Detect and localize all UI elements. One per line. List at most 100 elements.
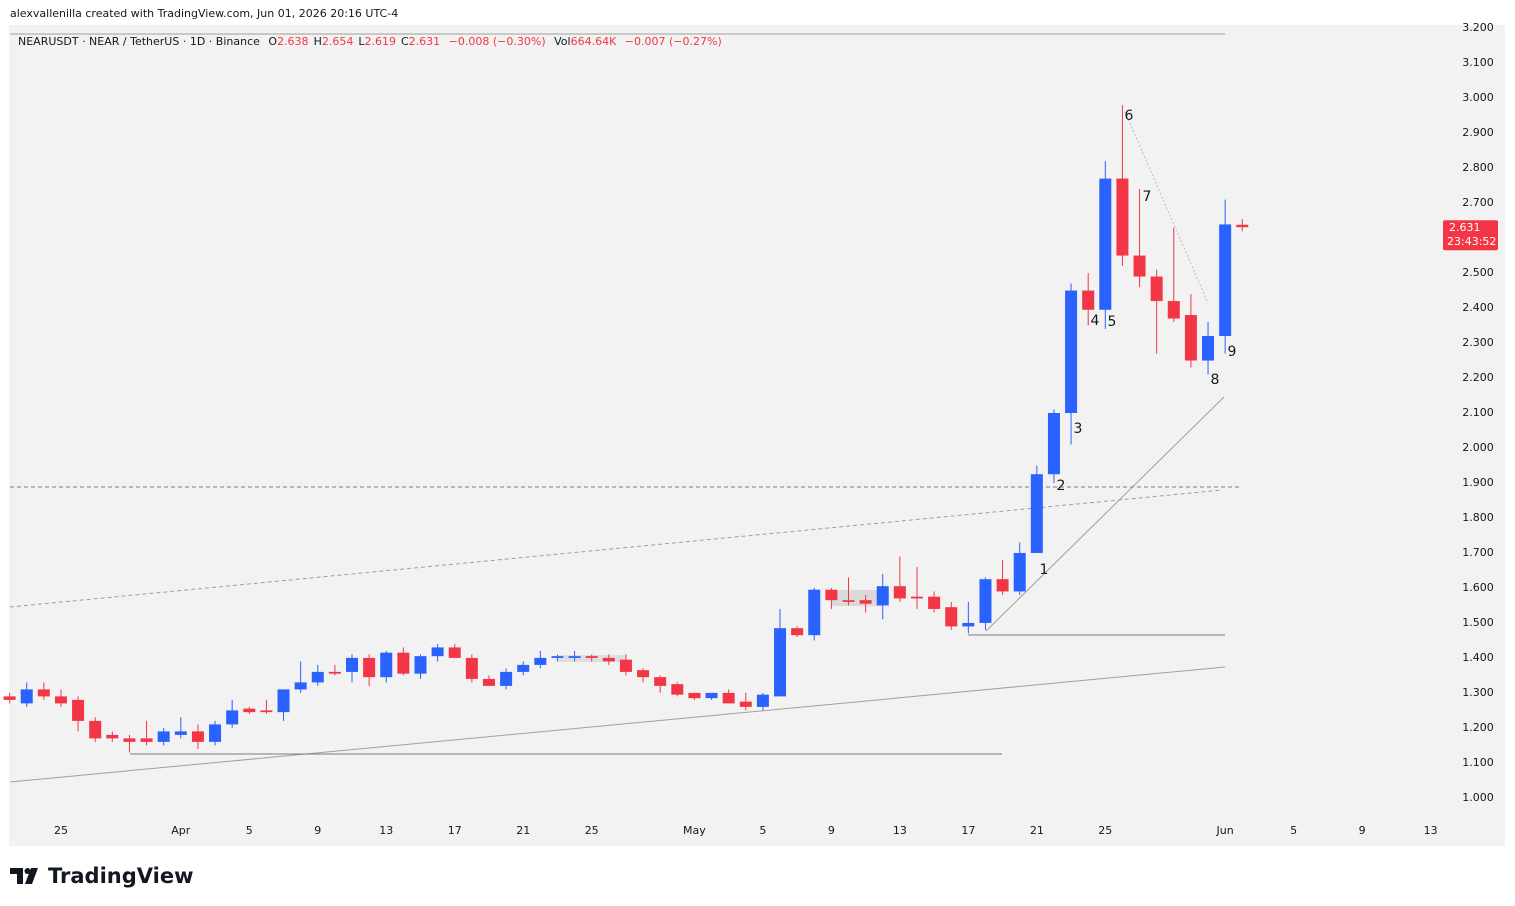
candle-body bbox=[397, 652, 410, 674]
y-tick-label: 3.000 bbox=[1462, 91, 1494, 104]
candle-body bbox=[654, 677, 667, 686]
annotation: 5 bbox=[1108, 314, 1117, 330]
annotation: 4 bbox=[1091, 313, 1100, 329]
chart-background bbox=[9, 25, 1505, 846]
candle-body bbox=[54, 696, 67, 704]
y-tick-label: 2.800 bbox=[1462, 161, 1494, 174]
candle-body bbox=[20, 689, 33, 704]
y-tick-label: 1.100 bbox=[1462, 756, 1494, 769]
drawing-line bbox=[9, 666, 1226, 783]
candle-body bbox=[1184, 315, 1197, 361]
candle-body bbox=[774, 628, 787, 697]
x-tick-label: 17 bbox=[961, 824, 975, 837]
candle-body bbox=[1150, 276, 1163, 302]
candle-body bbox=[1236, 224, 1249, 228]
candle-body bbox=[859, 600, 872, 604]
y-tick-label: 2.100 bbox=[1462, 406, 1494, 419]
y-tick-label: 1.600 bbox=[1462, 581, 1494, 594]
logo-text: TradingView bbox=[48, 864, 194, 888]
x-tick-label: 9 bbox=[828, 824, 835, 837]
candle-body bbox=[551, 656, 564, 658]
ohlc-value: 2.631 bbox=[408, 35, 441, 48]
x-tick-label: 25 bbox=[54, 824, 68, 837]
x-tick-label: 21 bbox=[516, 824, 530, 837]
y-tick-label: 1.700 bbox=[1462, 546, 1494, 559]
x-tick-label: 13 bbox=[379, 824, 393, 837]
candle-body bbox=[534, 657, 547, 665]
x-tick-label: 9 bbox=[1359, 824, 1366, 837]
annotation: 6 bbox=[1125, 108, 1134, 124]
x-tick-label: 13 bbox=[1424, 824, 1438, 837]
volume-change: −0.007 (−0.27%) bbox=[624, 35, 722, 48]
candle-body bbox=[465, 657, 478, 679]
y-tick-label: 2.900 bbox=[1462, 126, 1494, 139]
annotation: 2 bbox=[1057, 478, 1066, 494]
candle-body bbox=[346, 657, 359, 672]
y-tick-label: 2.700 bbox=[1462, 196, 1494, 209]
ohlc-label: L bbox=[358, 35, 365, 48]
candle-body bbox=[1030, 474, 1043, 553]
candle-body bbox=[1219, 224, 1232, 337]
price-label: 2.631 bbox=[1449, 221, 1481, 234]
annotation: 1 bbox=[1040, 562, 1049, 578]
x-tick-label: 5 bbox=[246, 824, 253, 837]
candle-body bbox=[448, 647, 461, 658]
attribution: alexvallenilla created with TradingView.… bbox=[10, 7, 399, 20]
annotation: 9 bbox=[1228, 344, 1237, 360]
drawing-line bbox=[985, 396, 1225, 632]
y-tick-label: 3.200 bbox=[1462, 21, 1494, 34]
candle-body bbox=[1116, 178, 1129, 256]
volume-value: 664.64K bbox=[570, 35, 617, 48]
x-tick-label: Jun bbox=[1216, 824, 1234, 837]
candle-body bbox=[1167, 301, 1180, 319]
candle-body bbox=[756, 694, 769, 707]
y-tick-label: 1.300 bbox=[1462, 686, 1494, 699]
y-tick-label: 2.400 bbox=[1462, 301, 1494, 314]
candle-body bbox=[226, 710, 239, 725]
candle-body bbox=[431, 647, 444, 657]
price-label-box bbox=[1443, 220, 1498, 251]
candle-body bbox=[294, 682, 307, 690]
candle-body bbox=[1133, 255, 1146, 277]
drawing-box bbox=[832, 590, 884, 606]
candle-body bbox=[3, 696, 16, 700]
y-tick-label: 1.200 bbox=[1462, 721, 1494, 734]
ohlc-label: C bbox=[400, 35, 409, 48]
y-tick-label: 2.000 bbox=[1462, 441, 1494, 454]
ohlc-value: 2.654 bbox=[321, 35, 354, 48]
candle-body bbox=[791, 628, 804, 636]
ohlc-label: O bbox=[268, 35, 278, 48]
annotation: 7 bbox=[1143, 189, 1152, 205]
candle-body bbox=[893, 586, 906, 599]
candle-body bbox=[739, 701, 752, 707]
candle-body bbox=[157, 731, 170, 742]
candle-body bbox=[174, 731, 187, 735]
candle-body bbox=[209, 724, 222, 742]
symbol: NEARUSDT · NEAR / TetherUS · 1D · Binanc… bbox=[18, 35, 260, 48]
candle-body bbox=[688, 692, 701, 699]
y-tick-label: 2.200 bbox=[1462, 371, 1494, 384]
countdown: 23:43:52 bbox=[1447, 235, 1496, 248]
x-tick-label: 9 bbox=[314, 824, 321, 837]
candle-body bbox=[89, 720, 102, 739]
x-tick-label: 17 bbox=[448, 824, 462, 837]
y-tick-label: 3.100 bbox=[1462, 56, 1494, 69]
candle-body bbox=[585, 656, 598, 658]
ohlc-value: 2.638 bbox=[277, 35, 309, 48]
candle-body bbox=[1047, 413, 1060, 475]
candle-body bbox=[1082, 290, 1095, 310]
candle-body bbox=[311, 671, 324, 683]
candle-body bbox=[928, 596, 941, 609]
ohlc-label: H bbox=[313, 35, 322, 48]
candle-body bbox=[72, 699, 85, 721]
y-tick-label: 1.500 bbox=[1462, 616, 1494, 629]
candle-body bbox=[363, 657, 376, 678]
candle-body bbox=[1202, 336, 1215, 361]
x-tick-label: 5 bbox=[1290, 824, 1297, 837]
change: −0.008 (−0.30%) bbox=[448, 35, 546, 48]
candle-body bbox=[996, 579, 1009, 592]
y-tick-label: 2.500 bbox=[1462, 266, 1494, 279]
candle-body bbox=[414, 656, 427, 674]
